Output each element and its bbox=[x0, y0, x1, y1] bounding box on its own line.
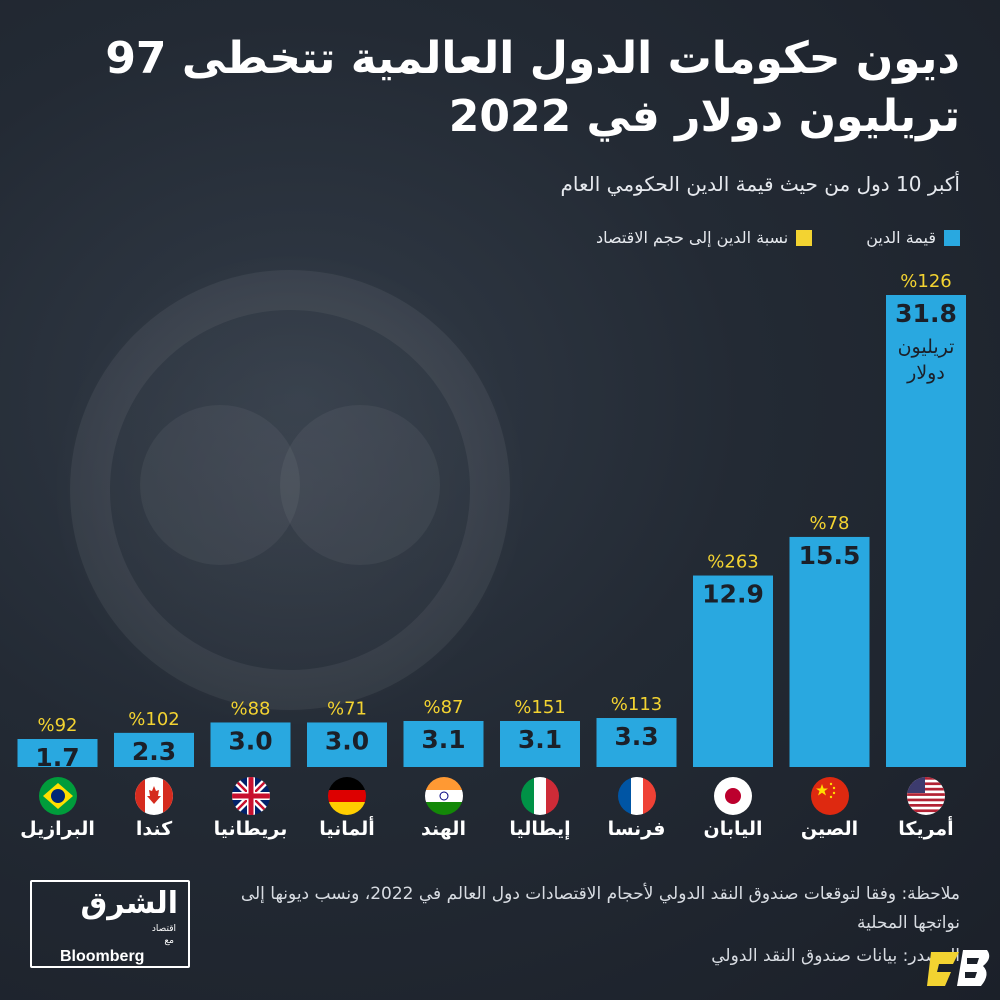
legend: قيمة الدين نسبة الدين إلى حجم الاقتصاد bbox=[596, 228, 960, 247]
bar-value-label: 1.7 bbox=[35, 743, 79, 772]
logo-sub: اقتصاد bbox=[151, 924, 176, 934]
bar bbox=[789, 536, 870, 767]
page-title: ديون حكومات الدول العالمية تتخطى 97 تريل… bbox=[105, 33, 960, 142]
chart-subtitle: أكبر 10 دول من حيث قيمة الدين الحكومي ال… bbox=[560, 172, 960, 196]
bar bbox=[403, 720, 484, 767]
china-flag-icon bbox=[810, 777, 849, 815]
logo-with: مع bbox=[164, 936, 174, 946]
logo-bloomberg: Bloomberg bbox=[60, 948, 145, 965]
ratio-label: %102 bbox=[128, 709, 179, 730]
bar-value-label: 3.0 bbox=[325, 726, 369, 755]
globe-watermark-icon bbox=[70, 270, 510, 710]
ratio-label: %87 bbox=[423, 697, 463, 718]
country-label: كندا bbox=[135, 818, 173, 840]
ratio-label: %126 bbox=[900, 271, 951, 292]
bar-value-label: 3.0 bbox=[228, 726, 272, 755]
bar bbox=[17, 739, 98, 767]
bar-value-label: 3.3 bbox=[614, 722, 658, 751]
country-label: اليابان bbox=[703, 818, 763, 840]
italy-flag-icon bbox=[521, 777, 559, 815]
ratio-label: %71 bbox=[327, 698, 367, 719]
bar bbox=[693, 575, 773, 767]
country-label: إيطاليا bbox=[509, 818, 571, 840]
ratio-label: %92 bbox=[37, 715, 77, 736]
legend-swatch-ratio bbox=[796, 229, 813, 246]
country-label: أمريكا bbox=[898, 818, 954, 840]
bar bbox=[114, 732, 194, 767]
asharq-bloomberg-logo: الشرق اقتصاد مع Bloomberg bbox=[30, 880, 190, 968]
country-label: الهند bbox=[421, 818, 466, 840]
brazil-flag-icon bbox=[38, 777, 77, 815]
ratio-label: %113 bbox=[611, 694, 662, 715]
country-label: فرنسا bbox=[607, 818, 666, 840]
country-label: ألمانيا bbox=[319, 818, 375, 840]
country-label: الصين bbox=[800, 818, 859, 840]
country-label: البرازيل bbox=[20, 818, 95, 840]
ratio-label: %78 bbox=[809, 513, 849, 534]
legend-swatch-debt bbox=[944, 229, 960, 246]
unit-label: دولار bbox=[906, 362, 945, 384]
background-seal bbox=[55, 255, 525, 725]
country-label: بريطانيا bbox=[213, 818, 288, 840]
footnote: ملاحظة: وفقا لتوقعات صندوق النقد الدولي … bbox=[240, 884, 960, 933]
bar-value-label: 2.3 bbox=[132, 737, 176, 766]
legend-item-debt: قيمة الدين bbox=[866, 228, 960, 247]
bar bbox=[500, 720, 580, 767]
bar bbox=[210, 722, 291, 767]
canada-flag-icon bbox=[135, 777, 173, 815]
bar-value-label: 3.1 bbox=[421, 725, 465, 754]
bar-value-label: 15.5 bbox=[799, 541, 861, 570]
legend-item-ratio: نسبة الدين إلى حجم الاقتصاد bbox=[595, 228, 813, 247]
legend-label-ratio: نسبة الدين إلى حجم الاقتصاد bbox=[595, 228, 789, 247]
france-flag-icon bbox=[617, 777, 656, 815]
source-text: المصدر: بيانات صندوق النقد الدولي bbox=[711, 946, 960, 966]
uk-flag-icon bbox=[231, 777, 270, 815]
usa-flag-icon bbox=[907, 777, 945, 815]
corner-brand-icon bbox=[927, 950, 990, 986]
unit-label: تريليون bbox=[898, 336, 955, 358]
legend-label-debt: قيمة الدين bbox=[866, 228, 936, 247]
bar bbox=[886, 295, 966, 767]
logo-arabic: الشرق bbox=[80, 886, 178, 921]
ratio-label: %151 bbox=[514, 697, 565, 718]
bar-value-label: 31.8 bbox=[895, 299, 957, 328]
bar bbox=[307, 722, 387, 767]
japan-flag-icon bbox=[714, 777, 752, 815]
bar-value-label: 12.9 bbox=[702, 580, 764, 609]
bar bbox=[596, 718, 677, 767]
germany-flag-icon bbox=[328, 777, 366, 815]
ratio-label: %263 bbox=[707, 552, 758, 573]
india-flag-icon bbox=[424, 777, 463, 815]
bar-value-label: 3.1 bbox=[518, 725, 562, 754]
ratio-label: %88 bbox=[230, 698, 270, 719]
